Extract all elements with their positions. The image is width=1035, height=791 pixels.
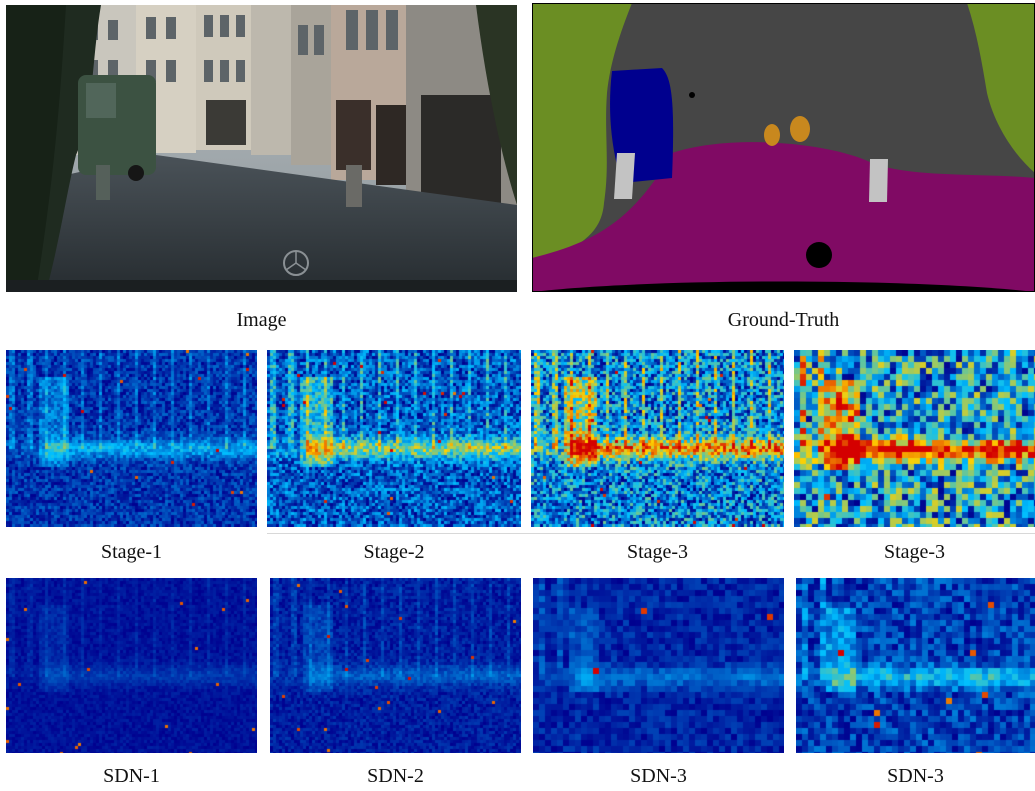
heatmap-sdn-1 xyxy=(6,578,257,753)
heatmap-sdn-3a xyxy=(533,578,784,753)
heatmap-sdn-2 xyxy=(270,578,521,753)
caption-sdn-3a: SDN-3 xyxy=(630,765,687,787)
caption-sdn-2: SDN-2 xyxy=(367,765,424,787)
caption-stage-3b: Stage-3 xyxy=(883,541,946,563)
heatmap-stage-1 xyxy=(6,350,257,527)
street-photo xyxy=(6,5,517,292)
heatmap-stage-2 xyxy=(267,350,521,527)
heatmap-stage-3a xyxy=(531,350,784,527)
caption-stage-1: Stage-1 xyxy=(100,541,163,563)
caption-ground-truth: Ground-Truth xyxy=(727,309,840,331)
caption-stage-3a: Stage-3 xyxy=(626,541,689,563)
caption-sdn-1: SDN-1 xyxy=(103,765,160,787)
heatmap-sdn-3b xyxy=(796,578,1035,753)
heatmap-stage-3b xyxy=(794,350,1035,527)
caption-image: Image xyxy=(236,309,287,331)
caption-stage-2: Stage-2 xyxy=(363,541,425,563)
divider xyxy=(267,533,1035,534)
caption-sdn-3b: SDN-3 xyxy=(887,765,944,787)
ground-truth-segmentation xyxy=(532,3,1035,292)
